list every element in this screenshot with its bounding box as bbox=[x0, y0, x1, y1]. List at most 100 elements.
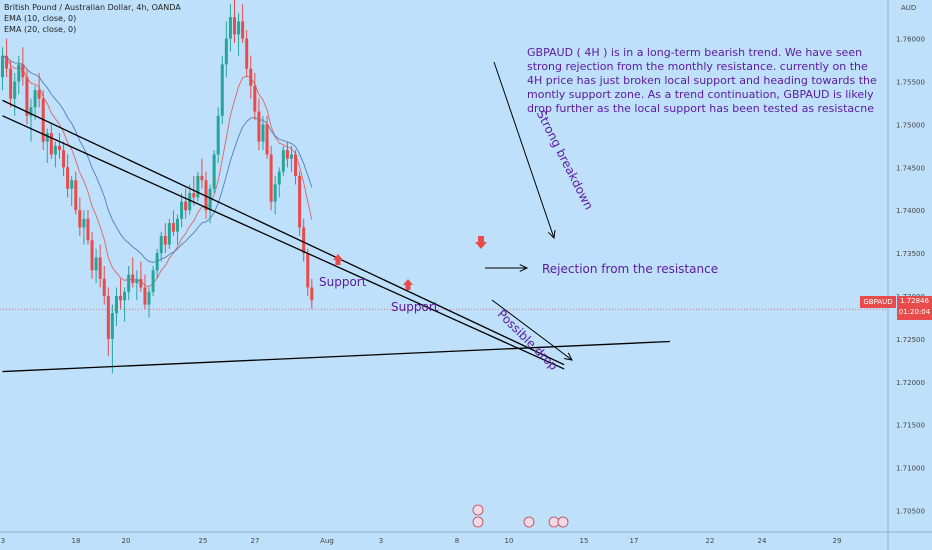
breakdown-arrow bbox=[493, 61, 555, 239]
candle-body bbox=[13, 81, 17, 99]
support-label-1: Support bbox=[319, 275, 367, 289]
candle-body bbox=[261, 124, 265, 142]
y-tick-label: 1.74500 bbox=[896, 164, 925, 172]
y-tick-label: 1.74000 bbox=[896, 207, 925, 215]
candle-body bbox=[273, 184, 277, 202]
economic-event-icon bbox=[557, 516, 569, 528]
candle-body bbox=[171, 223, 175, 232]
candle-body bbox=[57, 145, 61, 151]
x-tick-label: 18 bbox=[72, 537, 81, 545]
candle-body bbox=[196, 175, 200, 198]
instrument-title: British Pound / Australian Dollar, 4h, O… bbox=[4, 3, 181, 12]
y-tick-label: 1.71000 bbox=[896, 465, 925, 473]
candle-body bbox=[253, 85, 257, 112]
analysis-note: GBPAUD ( 4H ) is in a long-term bearish … bbox=[527, 46, 877, 115]
candle-body bbox=[98, 257, 102, 279]
rejection-marker-icon bbox=[475, 236, 487, 249]
candle-body bbox=[62, 150, 66, 168]
candle-body bbox=[212, 154, 216, 189]
candle-body bbox=[176, 218, 180, 232]
x-tick-label: 15 bbox=[580, 537, 589, 545]
candle-body bbox=[1, 55, 4, 78]
trendline bbox=[2, 340, 671, 373]
candle-body bbox=[200, 175, 204, 181]
y-tick-label: 1.76000 bbox=[896, 36, 925, 44]
economic-event-icon bbox=[472, 504, 484, 516]
candle-body bbox=[285, 150, 289, 159]
candle-body bbox=[74, 180, 78, 211]
y-tick-label: 1.71500 bbox=[896, 422, 925, 430]
ema20-legend: EMA (20, close, 0) bbox=[4, 25, 77, 34]
candle-body bbox=[188, 193, 192, 211]
candle-body bbox=[119, 296, 123, 301]
candle-body bbox=[70, 180, 74, 189]
candle-body bbox=[306, 253, 310, 288]
candle-body bbox=[110, 313, 114, 339]
support-arrow-icon bbox=[403, 279, 413, 290]
economic-event-icon bbox=[523, 516, 535, 528]
candle-body bbox=[310, 287, 314, 301]
x-tick-label: 8 bbox=[455, 537, 459, 545]
candle-body bbox=[86, 218, 90, 241]
y-tick-label: 1.72000 bbox=[896, 379, 925, 387]
candle-body bbox=[114, 296, 118, 314]
candle-body bbox=[257, 111, 261, 142]
candle-body bbox=[131, 274, 135, 284]
candle-body bbox=[127, 274, 131, 292]
candle-body bbox=[220, 64, 224, 116]
candle-body bbox=[82, 218, 86, 228]
support-arrow-icon bbox=[333, 254, 343, 265]
candle-body bbox=[139, 278, 143, 288]
candle-body bbox=[232, 17, 236, 35]
candle-body bbox=[208, 188, 212, 211]
y-tick-label: 1.70500 bbox=[896, 508, 925, 516]
y-tick-label: 1.72500 bbox=[896, 336, 925, 344]
bar-countdown: 01:20:04 bbox=[898, 308, 931, 316]
candle-body bbox=[192, 193, 196, 198]
candle-body bbox=[45, 133, 49, 142]
candle-body bbox=[224, 38, 228, 65]
drop-arrow-head bbox=[564, 352, 573, 361]
candle-body bbox=[151, 270, 155, 292]
candle-body bbox=[21, 64, 25, 78]
trendline bbox=[2, 99, 565, 366]
x-tick-label: 27 bbox=[251, 537, 260, 545]
candle-body bbox=[237, 21, 241, 35]
x-tick-label: Aug bbox=[320, 537, 334, 545]
ema20-line bbox=[2, 55, 313, 263]
candle-body bbox=[163, 235, 167, 245]
x-tick-label: 24 bbox=[758, 537, 767, 545]
candle-body bbox=[180, 201, 184, 219]
candle-body bbox=[298, 175, 302, 228]
candle-body bbox=[94, 257, 98, 271]
candle-body bbox=[66, 167, 70, 189]
x-tick-label: 3 bbox=[379, 537, 383, 545]
support-label-2: Support bbox=[391, 300, 439, 314]
candle-body bbox=[37, 90, 41, 99]
candle-body bbox=[155, 253, 159, 271]
x-tick-label: 22 bbox=[706, 537, 715, 545]
x-tick-label: 20 bbox=[122, 537, 131, 545]
candle-body bbox=[147, 291, 151, 305]
candle-body bbox=[216, 115, 220, 155]
y-tick-label: 1.75000 bbox=[896, 121, 925, 129]
x-tick-label: 10 bbox=[505, 537, 514, 545]
economic-event-icon bbox=[472, 516, 484, 528]
y-tick-label: 1.75500 bbox=[896, 79, 925, 87]
last-price-value: 1.72846 bbox=[900, 297, 929, 305]
rejection-label: Rejection from the resistance bbox=[542, 262, 719, 276]
candle-body bbox=[241, 21, 245, 39]
candle-body bbox=[184, 201, 188, 211]
rejection-arrow-head bbox=[519, 264, 529, 272]
axis-currency: AUD bbox=[901, 4, 917, 12]
candle-body bbox=[245, 38, 249, 69]
candle-body bbox=[228, 17, 232, 39]
y-tick-label: 1.73500 bbox=[896, 250, 925, 258]
x-tick-label: 25 bbox=[199, 537, 208, 545]
candle-body bbox=[49, 133, 53, 155]
candle-body bbox=[167, 223, 171, 245]
candle-body bbox=[102, 278, 106, 297]
economic-event-icon bbox=[548, 516, 560, 528]
